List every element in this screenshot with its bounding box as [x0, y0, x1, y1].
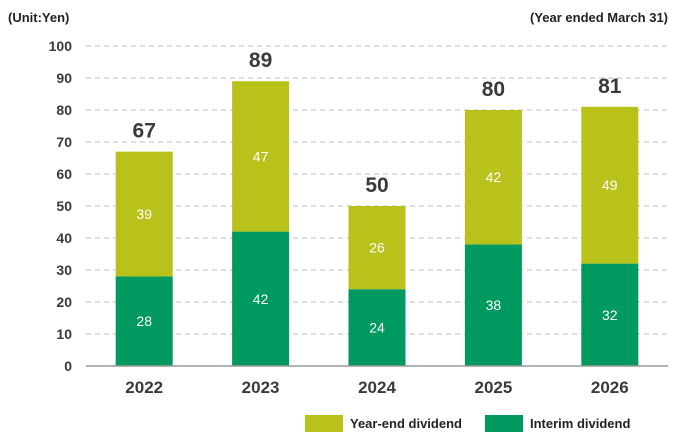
x-axis-ticks: 2022 2023 2024 2025 2026 [125, 378, 628, 397]
interim-value-label: 42 [253, 291, 269, 307]
year-end-value-label: 26 [369, 240, 385, 256]
interim-legend-swatch [485, 415, 523, 432]
y-tick-label: 0 [64, 358, 72, 374]
unit-label: (Unit:Yen) [8, 10, 69, 25]
year-end-bar-2024 [348, 206, 406, 290]
year-end-legend-label: Year-end dividend [350, 416, 462, 431]
year-end-legend-swatch [305, 415, 343, 432]
interim-value-label: 32 [602, 307, 618, 323]
interim-bar-2025 [464, 244, 522, 366]
interim-bar-2023 [232, 231, 290, 366]
interim-bar-2024 [348, 289, 406, 366]
interim-value-label: 28 [136, 313, 152, 329]
interim-bar-2022 [115, 276, 173, 366]
x-tick-label: 2025 [474, 378, 512, 397]
year-end-bar-2023 [232, 81, 290, 232]
interim-value-label: 38 [486, 297, 502, 313]
period-label: (Year ended March 31) [530, 10, 668, 25]
interim-value-label: 24 [369, 320, 385, 336]
year-end-value-label: 42 [486, 169, 502, 185]
year-end-value-label: 49 [602, 177, 618, 193]
year-end-value-label: 47 [253, 148, 269, 164]
interim-legend-label: Interim dividend [530, 416, 630, 431]
total-label-2025: 80 [482, 78, 505, 101]
y-tick-label: 80 [56, 102, 72, 118]
y-tick-label: 90 [56, 70, 72, 86]
total-label-2022: 67 [133, 120, 156, 143]
y-axis-ticks: 0 10 20 30 40 50 60 70 80 90 100 [49, 38, 73, 374]
y-tick-label: 100 [49, 38, 73, 54]
y-tick-label: 40 [56, 230, 72, 246]
year-end-bar-2026 [581, 106, 639, 264]
total-label-2026: 81 [598, 75, 622, 98]
year-end-bar-2022 [115, 151, 173, 277]
year-end-value-label: 39 [136, 206, 152, 222]
legend: Year-end dividend Interim dividend [305, 415, 630, 432]
bars: 28 39 67 42 47 89 24 26 50 38 42 80 32 49 81 [115, 49, 639, 366]
y-tick-label: 20 [56, 294, 72, 310]
total-label-2023: 89 [249, 49, 272, 72]
interim-bar-2026 [581, 263, 639, 366]
y-tick-label: 30 [56, 262, 72, 278]
total-label-2024: 50 [365, 174, 388, 197]
y-tick-label: 60 [56, 166, 72, 182]
x-tick-label: 2022 [125, 378, 163, 397]
x-tick-label: 2024 [358, 378, 396, 397]
y-tick-label: 10 [56, 326, 72, 342]
x-tick-label: 2026 [591, 378, 629, 397]
y-tick-label: 50 [56, 198, 72, 214]
year-end-bar-2025 [464, 110, 522, 245]
x-tick-label: 2023 [242, 378, 280, 397]
y-tick-label: 70 [56, 134, 72, 150]
